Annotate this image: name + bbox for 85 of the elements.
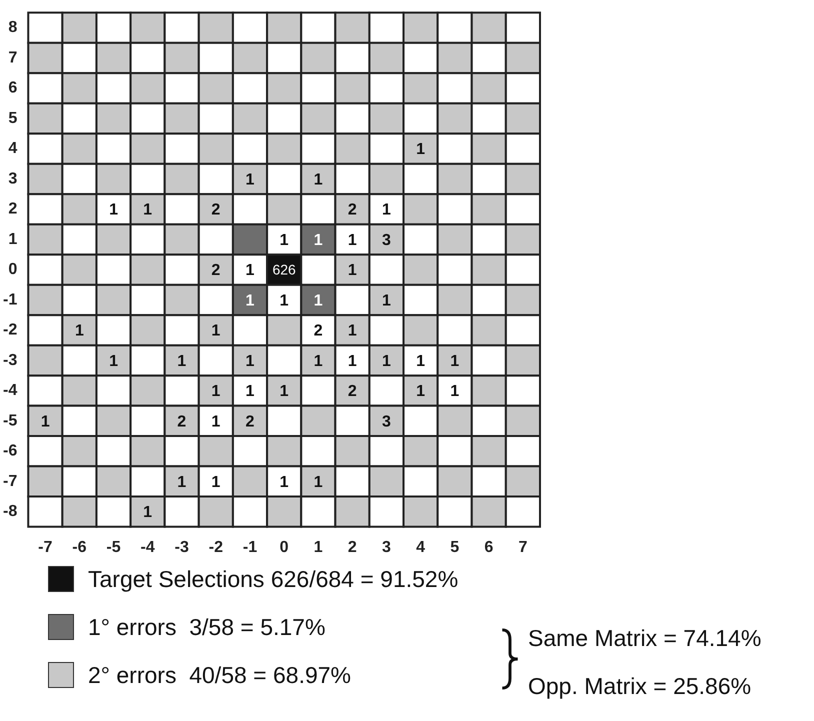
- data-label: 1: [416, 383, 426, 400]
- data-label: 1: [246, 383, 255, 400]
- x-tick-label: -1: [242, 538, 258, 556]
- data-label: 1: [109, 202, 118, 219]
- x-tick-label: -7: [38, 538, 52, 556]
- y-tick-label: 1: [8, 230, 18, 248]
- x-tick-label: -3: [174, 538, 189, 556]
- data-label: 1: [450, 383, 460, 400]
- data-label: 1: [211, 474, 220, 491]
- data-label: 1: [348, 352, 357, 370]
- y-tick-label: -7: [2, 472, 18, 490]
- x-tick-label: 5: [450, 538, 460, 556]
- data-label: 1: [109, 352, 118, 370]
- data-label: 1: [74, 322, 84, 340]
- y-tick-label: 5: [8, 110, 18, 127]
- data-label: 1: [314, 474, 323, 491]
- data-label: 1: [314, 171, 323, 188]
- text: 1° errors 3/58 = 5.17%: [88, 614, 326, 640]
- data-label: 1: [143, 504, 152, 522]
- data-label: 2: [246, 413, 255, 430]
- text: 2° errors 40/58 = 68.97%: [88, 662, 351, 688]
- y-tick-label: -6: [2, 442, 18, 460]
- text: Opp. Matrix = 25.86%: [528, 673, 752, 701]
- data-label: 2: [348, 383, 357, 400]
- x-tick-label: 7: [518, 538, 528, 556]
- x-tick-label: -5: [106, 538, 121, 556]
- y-tick-label: -2: [2, 322, 18, 339]
- data-label: 1: [416, 352, 426, 370]
- data-label: 1: [382, 202, 392, 219]
- data-label: 1: [382, 292, 392, 310]
- data-label: 1: [450, 352, 460, 370]
- y-tick-label: -3: [2, 352, 18, 369]
- data-label: 1: [211, 413, 220, 430]
- data-label: 1: [211, 322, 220, 340]
- x-tick-label: 6: [484, 538, 494, 556]
- y-tick-label: 8: [8, 19, 18, 36]
- y-tick-label: 7: [8, 49, 18, 66]
- text: Target Selections 626/684 = 91.52%: [88, 566, 458, 592]
- data-label: 2: [314, 322, 323, 340]
- text: Same Matrix = 74.14%: [528, 625, 762, 653]
- data-label: 1: [314, 232, 323, 249]
- data-label: 3: [382, 232, 392, 249]
- data-label: 1: [177, 474, 186, 491]
- data-label: 1: [348, 262, 357, 280]
- y-tick-label: 2: [8, 200, 18, 218]
- y-tick-label: -8: [2, 503, 18, 520]
- data-label: 1: [211, 383, 220, 400]
- x-tick-label: -2: [208, 538, 224, 556]
- data-label: 1: [177, 352, 186, 370]
- y-tick-label: 4: [8, 140, 18, 158]
- x-tick-label: 2: [348, 538, 357, 556]
- data-label: 2: [211, 262, 220, 280]
- data-label: 1: [280, 292, 289, 310]
- data-label: 1: [416, 141, 426, 158]
- y-tick-label: -5: [2, 412, 18, 430]
- data-label: 1: [348, 322, 357, 340]
- x-tick-label: 0: [280, 538, 289, 556]
- data-label: 1: [280, 383, 289, 400]
- data-label: 1: [246, 262, 255, 280]
- x-tick-label: 1: [314, 538, 323, 556]
- data-label: 2: [348, 202, 357, 219]
- data-label: 1: [246, 171, 255, 188]
- data-label: 2: [177, 413, 186, 430]
- data-label: 1: [348, 232, 357, 249]
- x-tick-label: 4: [416, 538, 426, 556]
- data-label: 1: [280, 232, 289, 249]
- y-tick-label: -4: [2, 382, 18, 400]
- data-label: 1: [246, 352, 255, 370]
- y-tick-label: 0: [8, 261, 18, 278]
- data-label: 1: [40, 413, 50, 430]
- data-label: 1: [280, 474, 289, 491]
- data-label: 1: [143, 202, 152, 219]
- x-tick-label: 3: [382, 538, 392, 556]
- data-label: 1: [314, 292, 323, 310]
- data-label: 1: [314, 352, 323, 370]
- y-tick-label: 6: [8, 80, 18, 97]
- y-tick-label: -1: [2, 291, 18, 308]
- data-label: 626: [272, 262, 296, 278]
- y-tick-label: 3: [8, 170, 18, 188]
- data-label: 1: [382, 352, 392, 370]
- data-label: 2: [211, 202, 220, 219]
- x-tick-label: -6: [72, 538, 87, 556]
- data-label: 1: [246, 292, 255, 310]
- x-tick-label: -4: [140, 538, 155, 556]
- data-label: 3: [382, 413, 392, 430]
